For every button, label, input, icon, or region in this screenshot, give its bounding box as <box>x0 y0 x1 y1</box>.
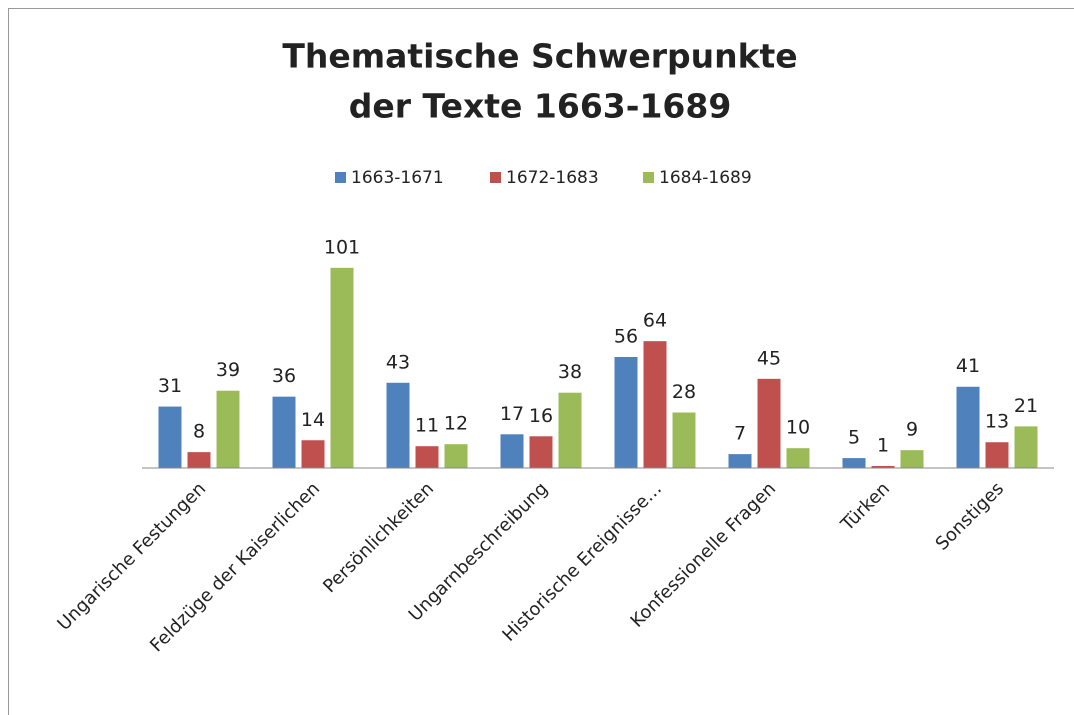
data-label: 17 <box>500 403 524 425</box>
bar <box>786 448 810 468</box>
legend-label: 1672-1683 <box>506 168 599 188</box>
bar <box>672 412 696 468</box>
data-label: 43 <box>386 351 410 373</box>
data-label: 9 <box>906 419 918 441</box>
bar <box>187 452 211 468</box>
bar <box>985 442 1009 468</box>
x-tick-label: Sonstiges <box>932 478 1008 554</box>
data-label: 16 <box>529 405 553 427</box>
data-label: 7 <box>734 423 746 445</box>
data-label: 11 <box>415 415 439 437</box>
data-label: 5 <box>848 427 860 449</box>
bar <box>956 386 980 468</box>
bar <box>900 450 924 468</box>
bar <box>643 341 667 468</box>
bar <box>842 458 866 468</box>
data-label: 39 <box>216 359 240 381</box>
bar <box>158 406 182 468</box>
chart-frame <box>8 8 1074 715</box>
bar <box>728 454 752 468</box>
data-label: 12 <box>444 413 468 435</box>
data-label: 101 <box>324 236 360 258</box>
bar <box>529 436 553 468</box>
data-label: 41 <box>956 355 980 377</box>
legend-swatch <box>643 172 654 183</box>
data-label: 36 <box>272 365 296 387</box>
data-label: 28 <box>672 381 696 403</box>
bar <box>871 466 895 468</box>
data-label: 45 <box>757 347 781 369</box>
bar <box>415 446 439 468</box>
bar <box>500 434 524 468</box>
legend-label: 1684-1689 <box>659 168 752 188</box>
data-label: 1 <box>877 435 889 457</box>
x-tick-label: Türken <box>836 478 894 536</box>
data-label: 56 <box>614 326 638 348</box>
bar <box>301 440 325 468</box>
chart-title: der Texte 1663-1689 <box>349 87 732 126</box>
bar <box>757 378 781 468</box>
data-label: 31 <box>158 375 182 397</box>
legend-swatch <box>490 172 501 183</box>
legend-swatch <box>335 172 346 183</box>
data-label: 8 <box>193 421 205 443</box>
bar <box>558 392 582 468</box>
bar <box>1014 426 1038 468</box>
data-label: 10 <box>786 417 810 439</box>
data-label: 64 <box>643 310 667 332</box>
bar <box>216 390 240 468</box>
bar <box>444 444 468 468</box>
bar <box>386 382 410 468</box>
x-tick-label: Persönlichkeiten <box>319 478 438 597</box>
data-label: 38 <box>558 361 582 383</box>
data-label: 21 <box>1014 395 1038 417</box>
data-label: 14 <box>301 409 325 431</box>
bar <box>272 396 296 468</box>
data-label: 13 <box>985 411 1009 433</box>
bar <box>330 267 354 468</box>
bar <box>614 357 638 468</box>
chart-title: Thematische Schwerpunkte <box>282 37 797 76</box>
legend-label: 1663-1671 <box>351 168 444 188</box>
